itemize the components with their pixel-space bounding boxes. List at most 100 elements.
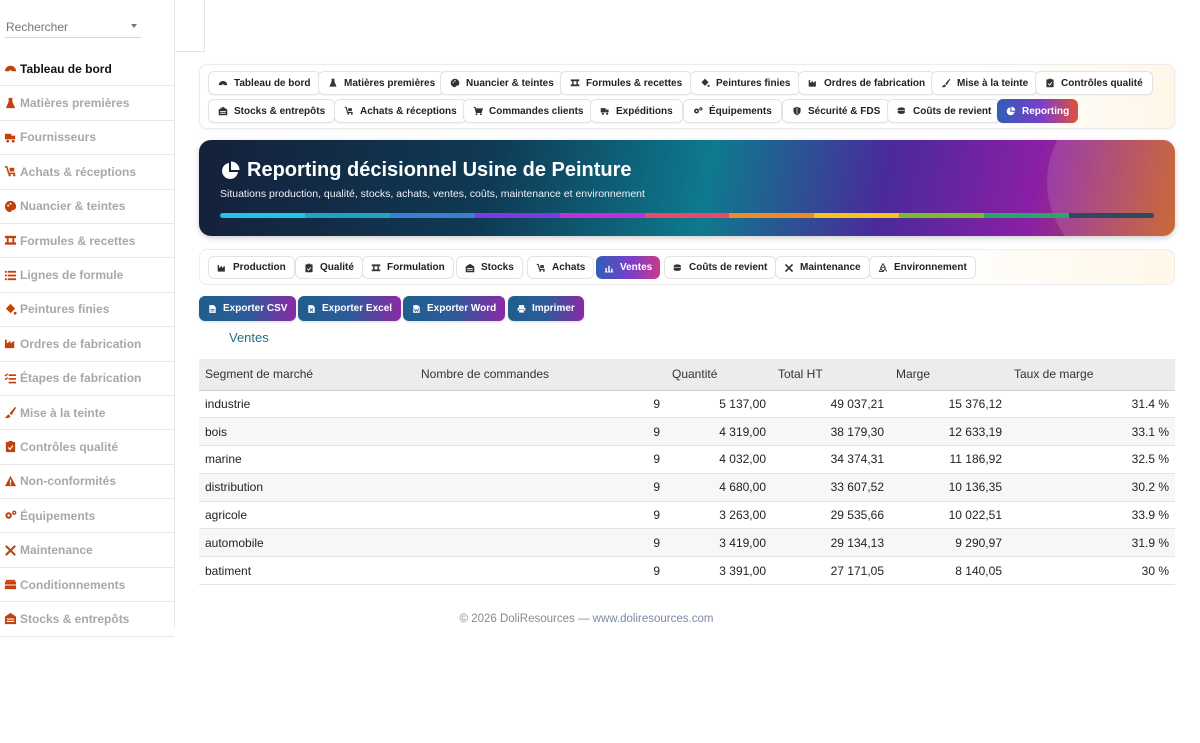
- column-header[interactable]: Total HT: [772, 359, 890, 391]
- table-cell: 34 374,31: [772, 445, 890, 474]
- banner-bar-segment: [729, 213, 815, 218]
- export-button[interactable]: Exporter Excel: [298, 296, 402, 321]
- table-cell: bois: [199, 417, 415, 447]
- report-tab[interactable]: Formulation: [362, 256, 454, 279]
- report-tab-label: Ventes: [620, 262, 653, 273]
- sidebar-item[interactable]: Formules & recettes: [0, 224, 174, 259]
- chevron-down-icon[interactable]: [131, 24, 137, 28]
- table-cell: 8 140,05: [890, 556, 1008, 586]
- warehouse-icon: [465, 263, 475, 273]
- nav-button-label: Expéditions: [616, 105, 673, 117]
- banner-bar-segment: [474, 213, 560, 218]
- report-tab-label: Environnement: [894, 262, 967, 273]
- nav-button-label: Équipements: [709, 105, 772, 117]
- sidebar-item[interactable]: Achats & réceptions: [0, 155, 174, 190]
- table-cell: 30.2 %: [1008, 473, 1175, 502]
- nav-button[interactable]: Sécurité & FDS: [782, 99, 891, 123]
- nav-button[interactable]: Reporting: [997, 99, 1079, 123]
- nav-button[interactable]: Peintures finies: [690, 71, 801, 95]
- nav-button[interactable]: Commandes clients: [463, 99, 594, 123]
- nav-button[interactable]: Coûts de revient: [887, 99, 1002, 123]
- table-header-row: Segment de marché Nombre de commandes Quan…: [199, 359, 1175, 391]
- sidebar-item[interactable]: Nuancier & teintes: [0, 190, 174, 224]
- sidebar-item[interactable]: Lignes de formule: [0, 258, 174, 293]
- sidebar-item[interactable]: Maintenance: [0, 533, 174, 568]
- footer-copyright: © 2026 DoliResources —: [459, 613, 593, 625]
- export-button-label: Exporter Word: [427, 303, 497, 314]
- report-tab[interactable]: Ventes: [596, 256, 661, 279]
- nav-button[interactable]: Tableau de bord: [208, 71, 321, 95]
- list-icon: [4, 269, 17, 282]
- sidebar-item[interactable]: Contrôles qualité: [0, 430, 174, 465]
- report-tab[interactable]: Coûts de revient: [664, 256, 777, 279]
- sidebar-item[interactable]: Stocks & entrepôts: [0, 602, 174, 637]
- report-tab[interactable]: Maintenance: [775, 256, 870, 279]
- report-tab[interactable]: Stocks: [456, 256, 523, 279]
- nav-button[interactable]: Formules & recettes: [560, 71, 693, 95]
- report-tab[interactable]: Achats: [527, 256, 595, 279]
- column-header[interactable]: Segment de marché: [199, 359, 415, 391]
- nav-button[interactable]: Achats & réceptions: [334, 99, 467, 123]
- sidebar-item[interactable]: Fournisseurs: [0, 121, 174, 156]
- report-tab-label: Coûts de revient: [689, 262, 768, 273]
- sidebar-item[interactable]: Matières premières: [0, 86, 174, 121]
- pie-chart-icon: [1006, 106, 1016, 116]
- cart-flatbed-icon: [4, 165, 17, 178]
- sidebar-item[interactable]: Équipements: [0, 499, 174, 534]
- sidebar-item[interactable]: Mise à la teinte: [0, 396, 174, 431]
- reporting-banner: Reporting décisionnel Usine de Peinture …: [199, 140, 1175, 236]
- export-button-label: Exporter Excel: [322, 303, 393, 314]
- table-cell: 9: [415, 556, 666, 586]
- report-tab[interactable]: Qualité: [295, 256, 363, 279]
- clipboard-check-icon: [4, 440, 17, 453]
- sidebar-item[interactable]: Non-conformités: [0, 465, 174, 500]
- nav-button[interactable]: Matières premières: [318, 71, 446, 95]
- sidebar: Tableau de bord Matières premières Fournis…: [0, 0, 175, 637]
- nav-button[interactable]: Équipements: [683, 99, 782, 123]
- bar-chart-icon: [604, 263, 614, 273]
- column-header[interactable]: Nombre de commandes: [415, 359, 666, 391]
- nav-button[interactable]: Contrôles qualité: [1035, 71, 1153, 95]
- nav-button[interactable]: Nuancier & teintes: [440, 71, 564, 95]
- box-icon: [4, 578, 17, 591]
- nav-button-label: Coûts de revient: [913, 105, 992, 117]
- sidebar-item[interactable]: Ordres de fabrication: [0, 327, 174, 362]
- table-row: distribution 9 4 680,00 33 607,52 10 136,35 3…: [199, 473, 1175, 502]
- export-button[interactable]: Exporter Word: [403, 296, 506, 321]
- clipboard-check-icon: [304, 263, 314, 273]
- sidebar-item[interactable]: Conditionnements: [0, 568, 174, 603]
- report-tab[interactable]: Environnement: [869, 256, 976, 279]
- table-cell: 10 136,35: [890, 473, 1008, 502]
- table-row: marine 9 4 032,00 34 374,31 11 186,92 32.5 %: [199, 445, 1175, 474]
- ruler-icon: [570, 78, 580, 88]
- export-button[interactable]: Imprimer: [508, 296, 584, 321]
- sidebar-item[interactable]: Étapes de fabrication: [0, 362, 174, 396]
- nav-button-label: Tableau de bord: [234, 77, 311, 89]
- table-cell: 4 680,00: [666, 473, 772, 502]
- column-header[interactable]: Quantité: [666, 359, 772, 391]
- column-header[interactable]: Taux de marge: [1008, 359, 1175, 391]
- export-button[interactable]: Exporter CSV: [199, 296, 297, 321]
- sidebar-item-label: Formules & recettes: [20, 233, 136, 248]
- warning-icon: [4, 475, 17, 488]
- gears-icon: [693, 106, 703, 116]
- nav-button[interactable]: Mise à la teinte: [931, 71, 1039, 95]
- cart-flatbed-icon: [344, 106, 354, 116]
- table-cell: 33.9 %: [1008, 501, 1175, 530]
- report-tab[interactable]: Production: [208, 256, 295, 279]
- nav-button[interactable]: Expéditions: [590, 99, 683, 123]
- banner-bar-segment: [559, 213, 645, 218]
- sidebar-item[interactable]: Peintures finies: [0, 293, 174, 328]
- nav-button[interactable]: Ordres de fabrication: [798, 71, 936, 95]
- file-word-icon: [412, 304, 421, 314]
- table-cell: 3 391,00: [666, 556, 772, 586]
- table-cell: 29 134,13: [772, 528, 890, 558]
- sidebar-item[interactable]: Tableau de bord: [0, 52, 174, 87]
- column-header[interactable]: Marge: [890, 359, 1008, 391]
- truck-icon: [4, 131, 17, 144]
- nav-button[interactable]: Stocks & entrepôts: [208, 99, 336, 123]
- search-input[interactable]: [5, 16, 141, 38]
- cart-flatbed-icon: [536, 263, 546, 273]
- table-row: batiment 9 3 391,00 27 171,05 8 140,05 30 %: [199, 556, 1175, 586]
- footer-link[interactable]: www.doliresources.com: [592, 613, 714, 625]
